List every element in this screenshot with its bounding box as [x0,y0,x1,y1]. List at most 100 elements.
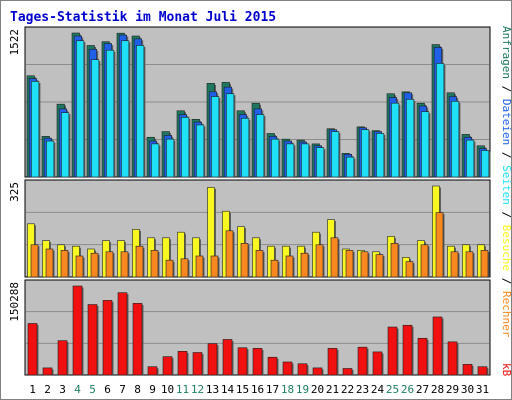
bar-kb-day-3 [57,340,68,376]
bar-kb-day-2 [42,367,53,376]
bar-kb-day-11 [177,351,188,376]
bar-kb-day-10 [162,356,173,376]
x-tick-label-29: 29 [446,383,459,396]
bar-kb-day-31 [477,366,488,376]
bar-rechner-day-16 [255,250,264,278]
bar-seiten-day-24 [376,133,385,178]
x-tick-label-15: 15 [236,383,249,396]
bar-rechner-day-7 [120,251,129,278]
x-tick-label-10: 10 [161,383,174,396]
bar-seiten-day-29 [451,101,460,178]
bar-rechner-day-10 [165,259,174,278]
bar-rechner-day-1 [30,244,39,278]
x-tick-label-5: 5 [89,383,96,396]
bar-kb-day-6 [102,300,113,376]
bar-kb-day-23 [357,346,368,376]
bar-seiten-day-25 [391,102,400,178]
x-tick-label-7: 7 [119,383,126,396]
right-legend: Anfragen / Dateien / Seiten / Besuche / … [500,26,512,377]
bar-kb-day-9 [147,366,158,376]
legend-entry: Seiten [500,165,512,205]
bar-seiten-day-30 [466,139,475,178]
x-tick-label-20: 20 [311,383,324,396]
x-tick-label-17: 17 [266,383,279,396]
y-max-label: 1522 [8,29,21,56]
bar-rechner-day-22 [345,250,354,278]
x-tick-label-6: 6 [104,383,111,396]
bar-kb-day-5 [87,304,98,376]
x-tick-label-25: 25 [386,383,399,396]
right-legend-top: Anfragen / Dateien / Seiten / Besuche / … [500,26,512,338]
bar-seiten-day-27 [421,111,430,178]
bar-rechner-day-30 [465,251,474,278]
x-tick-label-8: 8 [134,383,141,396]
bar-kb-day-7 [117,292,128,376]
x-tick-label-28: 28 [431,383,444,396]
bar-seiten-day-4 [76,40,85,178]
bar-rechner-day-9 [150,250,159,278]
bar-rechner-day-17 [270,259,279,278]
legend-entry: Rechner [500,291,512,338]
chart-title: Tages-Statistik im Monat Juli 2015 [10,10,276,25]
bar-rechner-day-3 [60,250,69,278]
bar-rechner-day-8 [135,245,144,278]
x-tick-label-4: 4 [74,383,81,396]
bar-kb-day-1 [27,323,38,376]
bar-seiten-day-28 [436,63,445,178]
bar-rechner-day-18 [285,255,294,278]
bar-rechner-day-25 [390,243,399,278]
y-max-label: 325 [8,182,21,202]
bar-seiten-day-9 [151,143,160,178]
bar-kb-day-12 [192,352,203,376]
legend-entry: Besuche [500,225,512,271]
bar-seiten-day-2 [46,140,55,178]
x-tick-label-3: 3 [59,383,66,396]
bar-kb-day-29 [447,341,458,376]
bar-kb-day-24 [372,351,383,376]
bar-seiten-day-11 [181,117,190,178]
bar-kb-day-4 [72,285,83,376]
bar-rechner-day-14 [225,230,234,278]
bar-kb-day-8 [132,303,143,376]
bar-kb-day-15 [237,347,248,376]
bar-kb-day-14 [222,339,233,376]
bar-seiten-day-19 [301,143,310,178]
bar-rechner-day-13 [210,255,219,278]
x-tick-label-14: 14 [221,383,235,396]
panel-2: 325 [8,179,491,278]
bar-rechner-day-20 [315,244,324,278]
bar-seiten-day-1 [31,81,40,178]
x-tick-label-27: 27 [416,383,429,396]
panels-group: 1522 325 150288 [8,26,491,376]
bar-kb-day-25 [387,326,398,376]
bar-kb-day-21 [327,348,338,376]
bar-seiten-day-18 [286,143,295,178]
legend-entry: / [500,205,512,225]
bar-seiten-day-15 [241,118,250,178]
bar-seiten-day-26 [406,99,415,178]
bar-rechner-day-12 [195,255,204,278]
bar-rechner-day-31 [480,250,489,278]
legend-entry: kB [500,363,512,377]
x-tick-label-19: 19 [296,383,309,396]
x-tick-label-16: 16 [251,383,264,396]
legend-entry: / [500,145,512,165]
x-tick-label-9: 9 [149,383,156,396]
x-axis: 1 2 3 4 5 6 7 8 9 10 11 12 13 14 15 16 17 18 19 20 21 22 23 24 2… [29,383,489,396]
bar-seiten-day-20 [316,147,325,178]
x-tick-label-12: 12 [191,383,204,396]
x-tick-label-26: 26 [401,383,414,396]
bar-kb-day-20 [312,367,323,376]
bar-kb-day-16 [252,348,263,376]
legend-entry: Dateien [500,99,512,145]
x-tick-label-1: 1 [29,383,36,396]
right-legend-bottom: kB [500,363,512,377]
x-tick-label-2: 2 [44,383,51,396]
bar-rechner-day-26 [405,261,414,278]
x-tick-label-18: 18 [281,383,294,396]
bar-rechner-day-28 [435,212,444,278]
bar-rechner-day-6 [105,251,114,278]
bar-kb-day-26 [402,324,413,376]
